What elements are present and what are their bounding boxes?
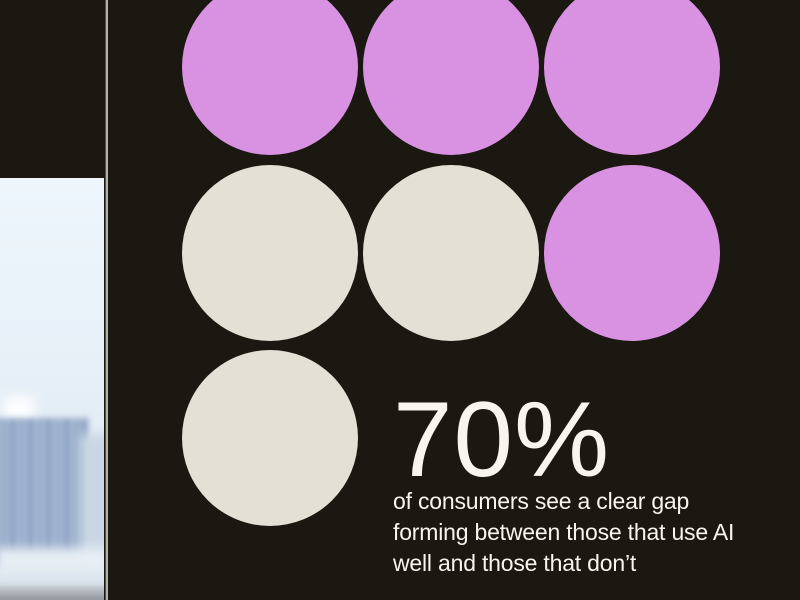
stat-value: 70% bbox=[393, 379, 611, 499]
caption-line-1: of consumers see a clear gap bbox=[393, 488, 690, 514]
caption-line-3: well and those that don’t bbox=[393, 550, 637, 576]
dot-purple bbox=[182, 0, 358, 155]
caption-line-2: forming between those that use AI bbox=[393, 519, 735, 545]
dot-purple bbox=[544, 165, 720, 341]
dot-beige bbox=[363, 165, 539, 341]
stat-caption: of consumers see a clear gap forming bet… bbox=[393, 486, 734, 579]
city-photo bbox=[0, 178, 104, 600]
photo-ground bbox=[0, 585, 104, 600]
dot-purple bbox=[363, 0, 539, 155]
photo-haze bbox=[0, 548, 104, 574]
photo-building-right bbox=[80, 434, 104, 566]
divider-line bbox=[105, 0, 108, 600]
dot-purple bbox=[544, 0, 720, 155]
photo-building-main bbox=[0, 418, 88, 566]
dot-beige bbox=[182, 350, 358, 526]
dot-beige bbox=[182, 165, 358, 341]
